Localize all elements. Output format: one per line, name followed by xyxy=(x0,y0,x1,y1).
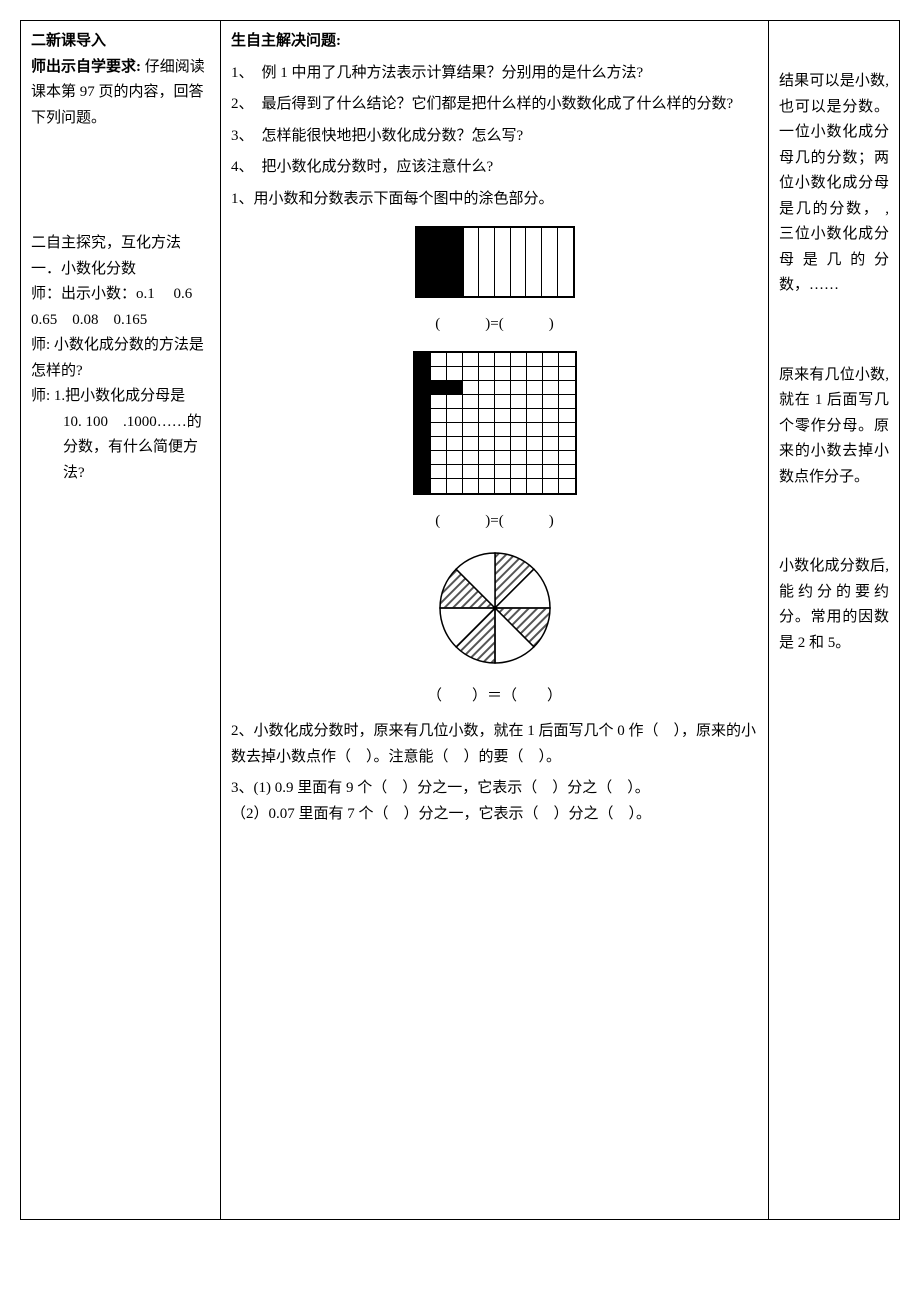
left-sec2-line1: 师：出示小数：o.1 0.6 0.65 0.08 0.165 xyxy=(31,282,210,333)
list-item: 4、 把小数化成分数时，应该注意什么? xyxy=(231,155,758,181)
caption-1: ( )=( ) xyxy=(231,312,758,338)
caption-2: ( )=( ) xyxy=(231,509,758,535)
left-heading-1: 二新课导入 xyxy=(31,29,210,55)
left-sec2-sub1: 一．小数化分数 xyxy=(31,257,210,283)
figure-pie xyxy=(231,548,758,678)
caption-3: （ ）＝（ ） xyxy=(231,684,758,710)
exercise-1: 1、用小数和分数表示下面每个图中的涂色部分。 xyxy=(231,187,758,213)
item-num: 1、 xyxy=(231,61,254,87)
left-sec2-title: 二自主探究，互化方法 xyxy=(31,231,210,257)
item-text: 怎样能很快地把小数化成分数？怎么写? xyxy=(262,124,758,150)
notes-column: 结果可以是小数,也可以是分数。一位小数化成分母几的分数；两位小数化成分母是几的分… xyxy=(769,21,899,1219)
item-text: 把小数化成分数时，应该注意什么? xyxy=(262,155,758,181)
left-heading-2a: 师出示自学要求: xyxy=(31,59,141,75)
figure-grid xyxy=(231,351,758,503)
item-num: 2、 xyxy=(231,92,254,118)
list-item: 2、 最后得到了什么结论？它们都是把什么样的小数数化成了什么样的分数? xyxy=(231,92,758,118)
note-3: 小数化成分数后,能约分的要约分。常用的因数是 2 和 5。 xyxy=(779,554,889,656)
lesson-table: 二新课导入 师出示自学要求: 仔细阅读课本第 97 页的内容，回答下列问题。 二… xyxy=(20,20,900,1220)
item-text: 最后得到了什么结论？它们都是把什么样的小数数化成了什么样的分数? xyxy=(262,92,758,118)
exercise-2: 2、小数化成分数时，原来有几位小数，就在 1 后面写几个 0 作（ ），原来的小… xyxy=(231,719,758,770)
figure-tenstrip xyxy=(231,226,758,306)
item-num: 3、 xyxy=(231,124,254,150)
exercise-3a: 3、(1) 0.9 里面有 9 个（ ）分之一，它表示（ ）分之（ ）。 xyxy=(231,776,758,802)
list-item: 1、 例 1 中用了几种方法表示计算结果？分别用的是什么方法? xyxy=(231,61,758,87)
note-2: 原来有几位小数,就在 1 后面写几个零作分母。原来的小数去掉小数点作分子。 xyxy=(779,363,889,491)
teacher-column: 二新课导入 师出示自学要求: 仔细阅读课本第 97 页的内容，回答下列问题。 二… xyxy=(21,21,221,1219)
student-column: 生自主解决问题: 1、 例 1 中用了几种方法表示计算结果？分别用的是什么方法?… xyxy=(221,21,769,1219)
item-text: 例 1 中用了几种方法表示计算结果？分别用的是什么方法? xyxy=(262,61,758,87)
left-sec2-line2: 师: 小数化成分数的方法是怎样的? xyxy=(31,333,210,384)
left-sec2-q: 师: 1.把小数化成分母是 10. 100 .1000……的分数，有什么简便方法… xyxy=(31,384,210,486)
item-num: 4、 xyxy=(231,155,254,181)
note-1: 结果可以是小数,也可以是分数。一位小数化成分母几的分数；两位小数化成分母是几的分… xyxy=(779,69,889,299)
exercise-3b: （2）0.07 里面有 7 个（ ）分之一，它表示（ ）分之（ ）。 xyxy=(231,802,758,828)
mid-title: 生自主解决问题: xyxy=(231,29,758,55)
list-item: 3、 怎样能很快地把小数化成分数？怎么写? xyxy=(231,124,758,150)
